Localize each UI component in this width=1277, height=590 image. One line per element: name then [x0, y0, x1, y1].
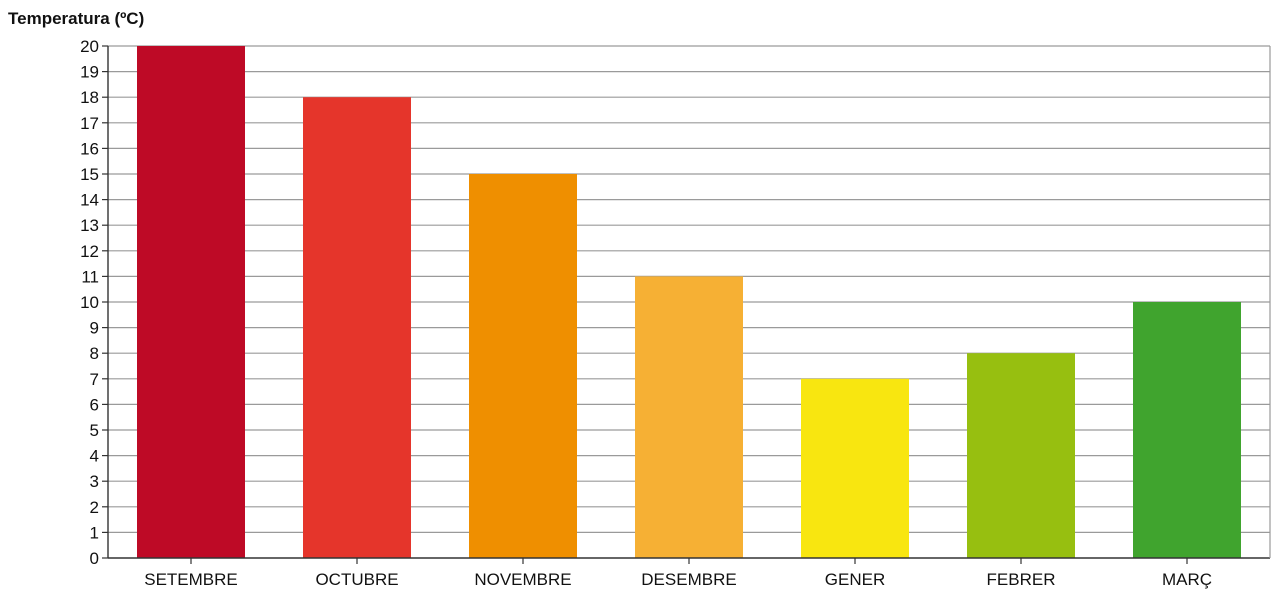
y-tick-label: 17: [80, 114, 99, 133]
y-tick-label: 5: [90, 421, 99, 440]
y-tick-label: 20: [80, 37, 99, 56]
y-tick-label: 16: [80, 139, 99, 158]
y-tick-label: 18: [80, 88, 99, 107]
y-tick-label: 2: [90, 498, 99, 517]
y-tick-label: 0: [90, 549, 99, 568]
y-tick-label: 4: [90, 447, 99, 466]
y-tick-label: 13: [80, 216, 99, 235]
y-tick-label: 10: [80, 293, 99, 312]
bar: [303, 97, 411, 558]
x-tick-label: DESEMBRE: [641, 570, 736, 589]
y-tick-label: 6: [90, 395, 99, 414]
y-tick-label: 15: [80, 165, 99, 184]
y-tick-label: 9: [90, 319, 99, 338]
x-tick-labels: SETEMBRE OCTUBRE NOVEMBRE DESEMBRE GENER FEBR…: [144, 570, 1212, 589]
bar: [469, 174, 577, 558]
x-tick-label: GENER: [825, 570, 885, 589]
bar: [967, 353, 1075, 558]
bar: [801, 378, 909, 558]
y-tick-label: 7: [90, 370, 99, 389]
y-tick-label: 14: [80, 191, 99, 210]
y-tick-label: 1: [90, 523, 99, 542]
y-tick-label: 3: [90, 472, 99, 491]
x-tick-label: NOVEMBRE: [474, 570, 571, 589]
y-tick-label: 19: [80, 63, 99, 82]
gridlines: [108, 45, 1270, 534]
bar: [137, 46, 245, 558]
bar: [1133, 302, 1241, 558]
x-tick-label: FEBRER: [987, 570, 1056, 589]
y-tick-label: 12: [80, 242, 99, 261]
x-tick-label: MARÇ: [1162, 570, 1212, 589]
y-tick-label: 11: [81, 267, 99, 286]
y-axis-title: Temperatura (ºC): [8, 9, 144, 28]
axes: [102, 45, 1271, 564]
x-tick-label: OCTUBRE: [315, 570, 398, 589]
x-tick-label: SETEMBRE: [144, 570, 238, 589]
y-tick-label: 8: [90, 344, 99, 363]
bar: [635, 276, 743, 558]
bars: [137, 46, 1241, 558]
